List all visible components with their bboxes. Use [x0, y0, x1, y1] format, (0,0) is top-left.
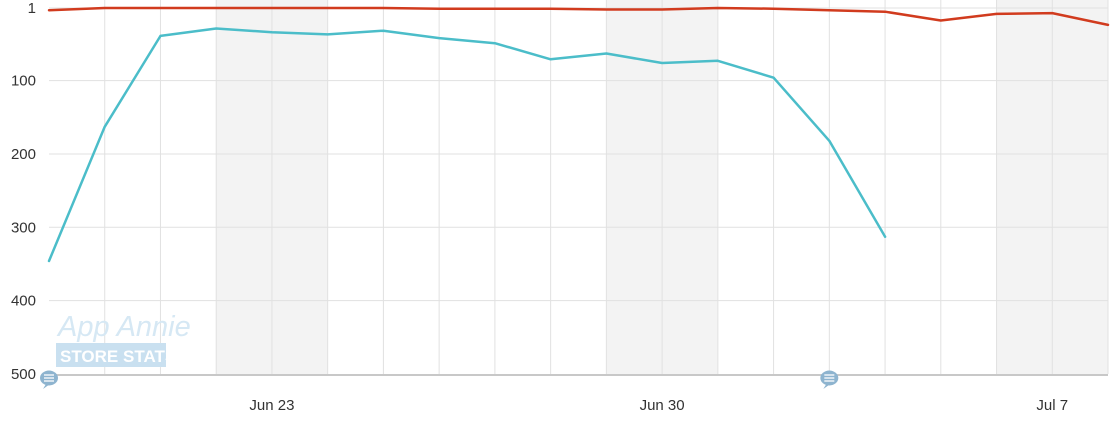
watermark-store-stats: STORE STATS — [60, 347, 176, 366]
event-marker-icon — [820, 370, 839, 389]
x-tick-label: Jul 7 — [1036, 397, 1068, 414]
watermark-box — [56, 343, 166, 367]
x-tick-label: Jun 23 — [249, 397, 294, 414]
series-lines — [47, 6, 1110, 263]
y-tick-label: 300 — [11, 219, 36, 236]
y-tick-labels: 1 100 200 300 400 500 — [11, 0, 36, 383]
app-annie-watermark: App Annie STORE STATS — [56, 311, 191, 367]
event-markers — [40, 370, 839, 389]
watermark-app-annie: App Annie — [56, 311, 191, 343]
y-tick-label: 100 — [11, 73, 36, 90]
y-tick-label: 500 — [11, 366, 36, 383]
y-tick-label: 400 — [11, 293, 36, 310]
series-line-2 — [47, 27, 887, 263]
grid-lines — [49, 0, 1109, 374]
y-tick-label: 1 — [28, 0, 36, 17]
y-tick-label: 200 — [11, 146, 36, 163]
series-line-1 — [47, 6, 1110, 27]
x-tick-label: Jun 30 — [640, 397, 685, 414]
x-tick-labels: Jun 23 Jun 30 Jul 7 — [249, 397, 1068, 414]
event-marker-tail — [43, 384, 50, 389]
event-marker-tail — [823, 384, 831, 389]
event-marker-icon — [40, 370, 58, 389]
